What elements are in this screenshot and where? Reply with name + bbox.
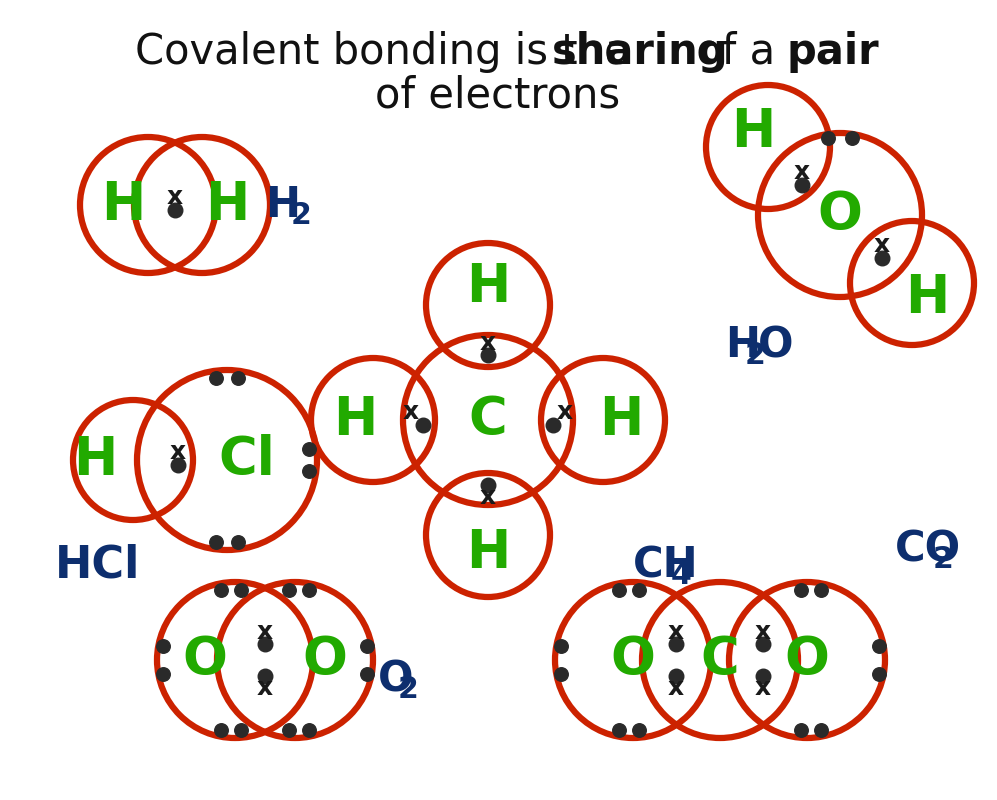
- Text: x: x: [166, 185, 183, 209]
- Text: H: H: [466, 261, 510, 313]
- Point: [208, 371, 224, 385]
- Point: [480, 349, 496, 362]
- Text: H: H: [599, 394, 643, 446]
- Point: [874, 251, 890, 264]
- Point: [213, 723, 229, 736]
- Text: O: O: [610, 634, 655, 686]
- Point: [281, 584, 297, 597]
- Text: 2: 2: [745, 341, 766, 370]
- Text: H: H: [905, 272, 949, 324]
- Point: [213, 584, 229, 597]
- Text: H: H: [204, 179, 249, 231]
- Text: x: x: [480, 331, 497, 355]
- Point: [793, 723, 809, 736]
- Point: [611, 584, 627, 597]
- Text: x: x: [874, 233, 890, 257]
- Text: H: H: [101, 179, 146, 231]
- Point: [755, 638, 771, 650]
- Point: [813, 723, 829, 736]
- Text: x: x: [257, 620, 273, 644]
- Point: [359, 667, 375, 680]
- Point: [871, 640, 887, 653]
- Text: x: x: [257, 676, 273, 700]
- Point: [170, 458, 186, 471]
- Text: CO: CO: [895, 529, 961, 571]
- Point: [793, 584, 809, 597]
- Text: H: H: [333, 394, 377, 446]
- Text: O: O: [182, 634, 227, 686]
- Text: x: x: [755, 620, 771, 644]
- Text: 4: 4: [671, 561, 691, 590]
- Point: [631, 584, 647, 597]
- Point: [230, 536, 246, 549]
- Point: [233, 584, 249, 597]
- Point: [755, 670, 771, 682]
- Text: 2: 2: [398, 675, 419, 705]
- Point: [820, 131, 835, 144]
- Text: x: x: [169, 440, 186, 464]
- Point: [545, 418, 561, 431]
- Text: O: O: [785, 634, 830, 686]
- Text: Cl: Cl: [218, 434, 275, 486]
- Text: of electrons: of electrons: [376, 74, 620, 116]
- Text: 2: 2: [932, 546, 953, 574]
- Text: x: x: [557, 400, 573, 424]
- Text: C: C: [701, 634, 740, 686]
- Text: Covalent bonding is the: Covalent bonding is the: [135, 31, 643, 73]
- Point: [155, 640, 170, 653]
- Point: [167, 203, 183, 216]
- Point: [415, 418, 431, 431]
- Text: O: O: [378, 659, 414, 701]
- Point: [301, 584, 317, 597]
- Text: H: H: [725, 324, 760, 366]
- Point: [281, 723, 297, 736]
- Text: HCl: HCl: [55, 543, 141, 586]
- Text: x: x: [755, 676, 771, 700]
- Text: pair: pair: [787, 31, 879, 73]
- Text: O: O: [758, 324, 794, 366]
- Text: of a: of a: [683, 31, 788, 73]
- Text: C: C: [469, 394, 507, 446]
- Point: [611, 723, 627, 736]
- Point: [631, 723, 647, 736]
- Text: sharing: sharing: [552, 31, 729, 73]
- Point: [553, 667, 569, 680]
- Text: CH: CH: [633, 544, 699, 586]
- Text: H: H: [73, 434, 117, 486]
- Text: x: x: [668, 620, 684, 644]
- Point: [257, 638, 273, 650]
- Text: O: O: [818, 189, 862, 241]
- Point: [208, 536, 224, 549]
- Text: 2: 2: [290, 201, 311, 230]
- Point: [155, 667, 170, 680]
- Text: x: x: [668, 676, 684, 700]
- Point: [668, 638, 684, 650]
- Point: [230, 371, 246, 385]
- Text: H: H: [731, 106, 775, 158]
- Text: x: x: [480, 485, 497, 509]
- Text: x: x: [794, 160, 810, 184]
- Point: [359, 640, 375, 653]
- Point: [301, 465, 317, 478]
- Point: [844, 131, 860, 144]
- Point: [794, 178, 810, 191]
- Text: H: H: [466, 527, 510, 579]
- Text: O: O: [302, 634, 347, 686]
- Point: [813, 584, 829, 597]
- Point: [668, 670, 684, 682]
- Point: [301, 723, 317, 736]
- Point: [301, 442, 317, 455]
- Point: [233, 723, 249, 736]
- Text: x: x: [403, 400, 419, 424]
- Point: [553, 640, 569, 653]
- Point: [480, 478, 496, 491]
- Text: H: H: [265, 184, 300, 226]
- Point: [871, 667, 887, 680]
- Point: [257, 670, 273, 682]
